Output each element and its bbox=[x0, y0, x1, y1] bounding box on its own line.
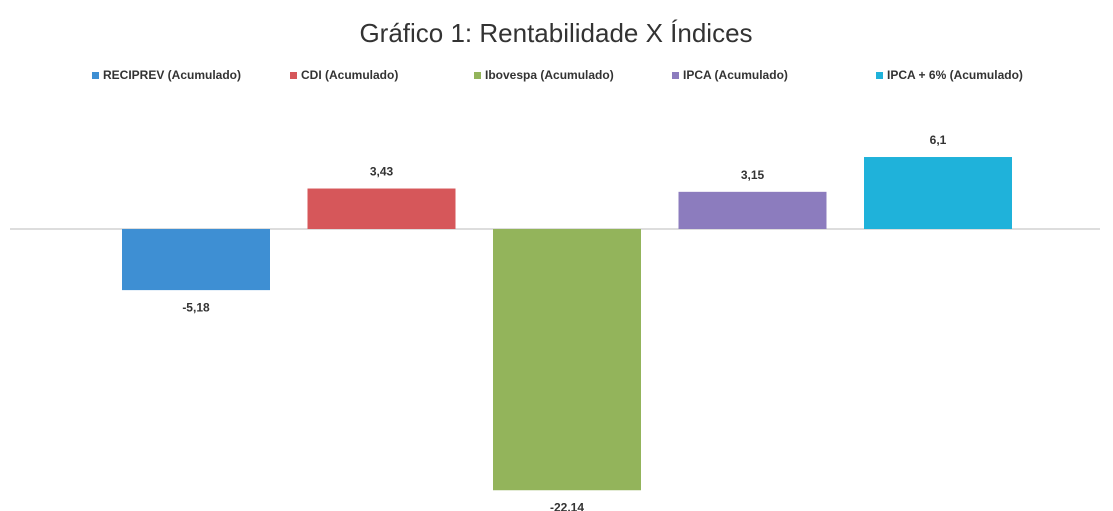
value-label: -5,18 bbox=[182, 300, 210, 314]
bar bbox=[864, 157, 1012, 229]
legend-label: IPCA (Acumulado) bbox=[683, 68, 788, 82]
bar bbox=[122, 229, 270, 291]
legend-label: CDI (Acumulado) bbox=[301, 68, 398, 82]
value-label: -22,14 bbox=[550, 500, 584, 511]
value-label: 3,43 bbox=[370, 165, 394, 179]
bar bbox=[307, 188, 456, 229]
legend-swatch bbox=[474, 72, 481, 79]
legend-swatch bbox=[672, 72, 679, 79]
legend-label: RECIPREV (Acumulado) bbox=[103, 68, 241, 82]
legend-swatch bbox=[876, 72, 883, 79]
value-label: 3,15 bbox=[741, 168, 765, 182]
bar bbox=[493, 229, 641, 491]
value-label: 6,1 bbox=[930, 133, 947, 147]
bar bbox=[678, 191, 827, 229]
legend-swatch bbox=[290, 72, 297, 79]
chart-title: Gráfico 1: Rentabilidade X Índices bbox=[359, 18, 752, 48]
legend-label: IPCA + 6% (Acumulado) bbox=[887, 68, 1023, 82]
legend-swatch bbox=[92, 72, 99, 79]
legend-label: Ibovespa (Acumulado) bbox=[485, 68, 614, 82]
